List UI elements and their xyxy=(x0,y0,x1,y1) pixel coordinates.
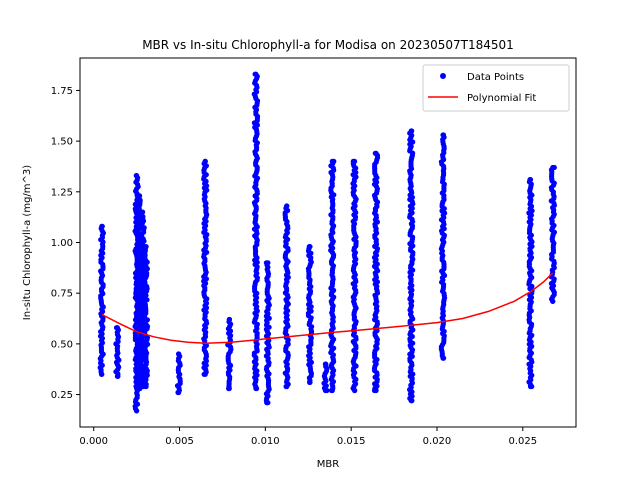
x-tick-label: 0.005 xyxy=(165,436,194,447)
data-column xyxy=(350,158,359,394)
x-axis: 0.000 0.005 0.010 0.015 0.020 0.025 xyxy=(79,427,537,447)
data-point xyxy=(324,387,330,394)
data-column xyxy=(321,361,330,394)
chart-title: MBR vs In-situ Chlorophyll-a for Modisa … xyxy=(142,38,514,52)
y-tick-label: 1.50 xyxy=(51,137,73,148)
y-axis-label: In-situ Chlorophyll-a (mg/m^3) xyxy=(22,165,33,320)
data-point xyxy=(175,389,181,396)
data-point xyxy=(142,383,149,390)
data-column xyxy=(113,325,122,379)
data-point xyxy=(115,373,121,379)
y-tick-label: 0.50 xyxy=(51,339,73,350)
data-point xyxy=(371,387,378,394)
data-column xyxy=(263,260,272,406)
fit-line-layer xyxy=(101,272,554,345)
x-tick-label: 0.020 xyxy=(423,436,452,447)
data-column xyxy=(438,132,448,361)
x-tick-label: 0.025 xyxy=(508,436,537,447)
data-point xyxy=(441,355,447,361)
data-point xyxy=(529,383,535,390)
y-axis: 0.25 0.50 0.75 1.00 1.25 1.50 1.75 xyxy=(51,86,80,401)
data-point xyxy=(550,298,556,304)
data-column xyxy=(97,223,106,377)
legend-box xyxy=(422,64,570,112)
x-axis-label: MBR xyxy=(317,459,339,470)
data-column xyxy=(282,203,291,390)
data-point xyxy=(328,387,335,394)
y-tick-label: 0.75 xyxy=(51,289,73,300)
data-column xyxy=(371,150,381,394)
data-point xyxy=(409,398,415,404)
legend: Data Points Polynomial Fit xyxy=(422,64,570,112)
data-point xyxy=(98,371,105,377)
data-point xyxy=(283,383,289,390)
data-column xyxy=(201,158,210,377)
y-tick-label: 0.25 xyxy=(51,390,73,401)
x-tick-label: 0.000 xyxy=(79,436,108,447)
data-column xyxy=(225,316,234,392)
data-point xyxy=(352,387,358,394)
data-point xyxy=(254,385,260,392)
data-points-layer xyxy=(97,71,558,414)
data-column xyxy=(407,128,416,404)
y-tick-label: 1.75 xyxy=(51,86,73,97)
data-point xyxy=(307,379,313,385)
data-column xyxy=(251,71,261,392)
y-tick-label: 1.00 xyxy=(51,238,73,249)
data-column xyxy=(141,244,151,390)
data-point xyxy=(134,408,140,414)
data-point xyxy=(264,400,270,406)
polynomial-fit-line xyxy=(101,272,554,345)
legend-label-data-points: Data Points xyxy=(467,72,524,83)
data-column xyxy=(174,351,183,396)
data-column xyxy=(548,164,558,304)
x-tick-label: 0.015 xyxy=(337,436,366,447)
data-point xyxy=(201,371,207,377)
legend-label-polynomial-fit: Polynomial Fit xyxy=(467,93,536,104)
data-column xyxy=(328,158,337,394)
data-column xyxy=(305,244,315,385)
data-column xyxy=(526,177,535,390)
x-tick-label: 0.010 xyxy=(251,436,280,447)
y-tick-label: 1.25 xyxy=(51,187,73,198)
legend-marker-data-points xyxy=(440,73,446,79)
data-point xyxy=(226,385,232,392)
